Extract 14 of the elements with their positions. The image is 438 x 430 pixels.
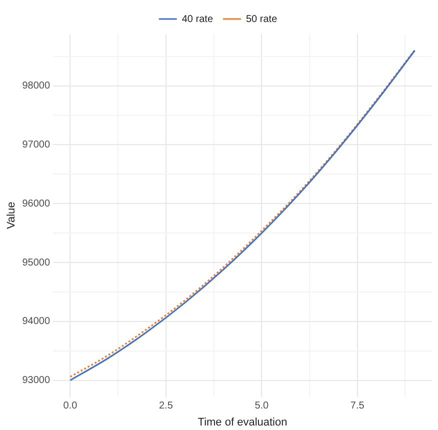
x-tick-label: 2.5: [158, 400, 174, 412]
y-tick-label: 97000: [22, 139, 50, 150]
x-tick-label: 7.5: [350, 400, 365, 412]
x-axis-title: Time of evaluation: [198, 416, 288, 428]
legend-label: 40 rate: [182, 14, 214, 25]
y-tick-label: 93000: [22, 375, 50, 386]
y-tick-label: 98000: [22, 80, 50, 92]
x-tick-label: 0.0: [63, 400, 78, 412]
y-axis-title: Value: [6, 202, 18, 230]
y-tick-label: 95000: [22, 257, 50, 268]
y-tick-label: 94000: [22, 316, 50, 328]
y-tick-label: 96000: [22, 198, 50, 210]
legend-label: 50 rate: [246, 14, 278, 25]
x-tick-label: 5.0: [254, 400, 270, 412]
